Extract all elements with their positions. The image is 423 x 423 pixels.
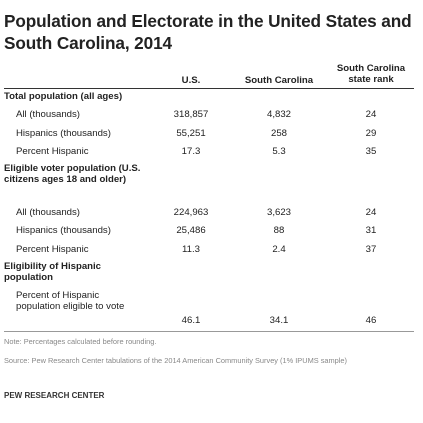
table-row: Hispanics (thousands) 25,486 88 31	[0, 225, 423, 245]
table-row: Percent Hispanic 11.3 2.4 37	[0, 244, 423, 264]
row-label: Hispanics (thousands)	[16, 128, 111, 139]
value-rank: 29	[365, 128, 377, 139]
table-bottom-divider	[4, 331, 414, 332]
value-state: 88	[273, 225, 285, 236]
row-label: Hispanics (thousands)	[16, 225, 111, 236]
table-top-divider	[4, 88, 414, 89]
section-heading-eligible-voters: Eligible voter population (U.S. citizens…	[4, 163, 141, 185]
brand-logo-text: PEW RESEARCH CENTER	[4, 391, 105, 400]
value-us: 11.3	[182, 244, 200, 255]
row-label: Percent Hispanic	[16, 146, 89, 157]
value-us: 55,251	[176, 128, 206, 139]
value-state: 2.4	[272, 244, 286, 255]
value-rank: 31	[365, 225, 377, 236]
row-label: Percent Hispanic	[16, 244, 89, 255]
table-row: Percent of Hispanic population eligible …	[0, 290, 423, 330]
value-state: 4,832	[266, 109, 291, 120]
value-us: 224,963	[173, 207, 209, 218]
section-heading-hispanic-eligibility: Eligibility of Hispanic population	[4, 261, 102, 283]
value-rank: 24	[365, 207, 377, 218]
value-rank: 35	[365, 146, 377, 157]
row-label: Percent of Hispanic population eligible …	[16, 290, 125, 312]
value-state: 34.1	[269, 315, 289, 326]
table-row: Hispanics (thousands) 55,251 258 29	[0, 128, 423, 148]
table-row: Percent Hispanic 17.3 5.3 35	[0, 146, 423, 166]
value-state: 5.3	[272, 146, 286, 157]
section-heading-total-population: Total population (all ages)	[4, 91, 123, 102]
value-state: 258	[270, 128, 287, 139]
column-header-state: South Carolina	[244, 75, 314, 86]
value-state: 3,623	[266, 207, 291, 218]
value-us: 17.3	[181, 146, 201, 157]
value-rank: 46	[365, 315, 377, 326]
row-label: All (thousands)	[16, 109, 80, 120]
value-rank: 24	[365, 109, 377, 120]
column-header-us: U.S.	[181, 75, 201, 86]
value-us: 318,857	[173, 109, 209, 120]
table-row: All (thousands) 224,963 3,623 24	[0, 207, 423, 227]
row-label: All (thousands)	[16, 207, 80, 218]
table-source: Source: Pew Research Center tabulations …	[4, 356, 347, 365]
value-rank: 37	[365, 244, 377, 255]
page-title: Population and Electorate in the United …	[4, 11, 412, 53]
column-header-rank: South Carolina state rank	[336, 63, 406, 85]
table-row: All (thousands) 318,857 4,832 24	[0, 109, 423, 129]
table-note: Note: Percentages calculated before roun…	[4, 337, 157, 346]
value-us: 46.1	[181, 315, 201, 326]
value-us: 25,486	[176, 225, 206, 236]
